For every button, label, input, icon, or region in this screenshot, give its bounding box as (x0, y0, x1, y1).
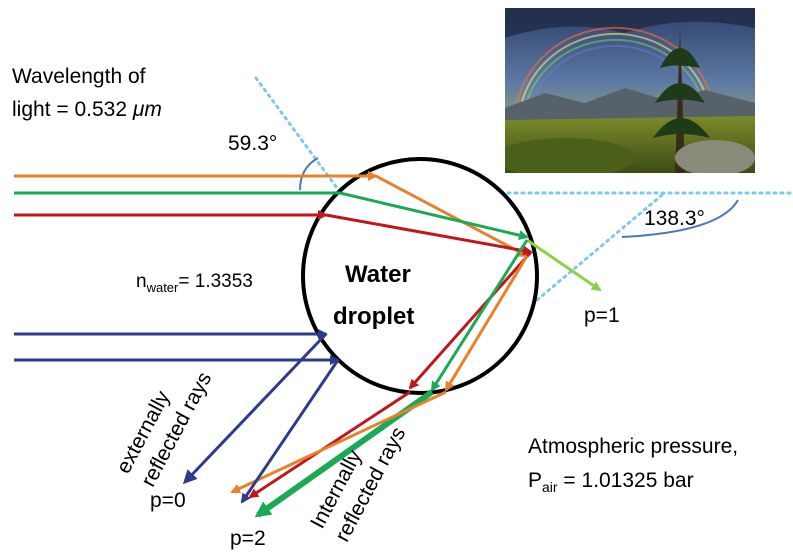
n-water-label: nwater= 1.3353 (136, 271, 253, 295)
refracted-green-ray (339, 191, 529, 241)
wavelength-line1: Wavelength of (12, 65, 146, 88)
incidence-angle-label: 59.3° (228, 132, 277, 155)
p2-label: p=2 (230, 527, 266, 550)
incidence-normal-line (254, 76, 342, 194)
p0-navy-reflect-1 (182, 332, 328, 485)
droplet-label-line2: droplet (333, 303, 414, 330)
reflected-orange-ray (444, 255, 529, 392)
p2-orange-exit-ray (230, 390, 447, 494)
refracted-orange-ray (375, 174, 529, 258)
scatter-angle-label: 138.3° (644, 207, 705, 230)
p0-label: p=0 (150, 489, 186, 512)
pressure-line2: Pair = 1.01325 bar (528, 469, 694, 495)
rainbow-landscape-photo (505, 8, 755, 173)
internally-reflected-label: Internally reflected rays (306, 423, 410, 545)
externally-reflected-label: externally reflected rays (112, 368, 216, 490)
p2-red-exit-ray (248, 390, 411, 499)
reflected-red-ray (408, 251, 533, 390)
droplet-label-line1: Water (345, 261, 411, 288)
p1-label: p=1 (584, 304, 620, 327)
scatter-angle-arc (621, 199, 739, 238)
wavelength-line2: light = 0.532 μm (12, 98, 162, 121)
p1-exit-ray (526, 238, 602, 292)
p0-navy-reflect-2 (240, 359, 340, 504)
reflected-green-ray (430, 239, 529, 392)
refracted-red-ray (325, 213, 533, 256)
incidence-angle-arc (299, 157, 319, 191)
pressure-line1: Atmospheric pressure, (528, 435, 738, 458)
